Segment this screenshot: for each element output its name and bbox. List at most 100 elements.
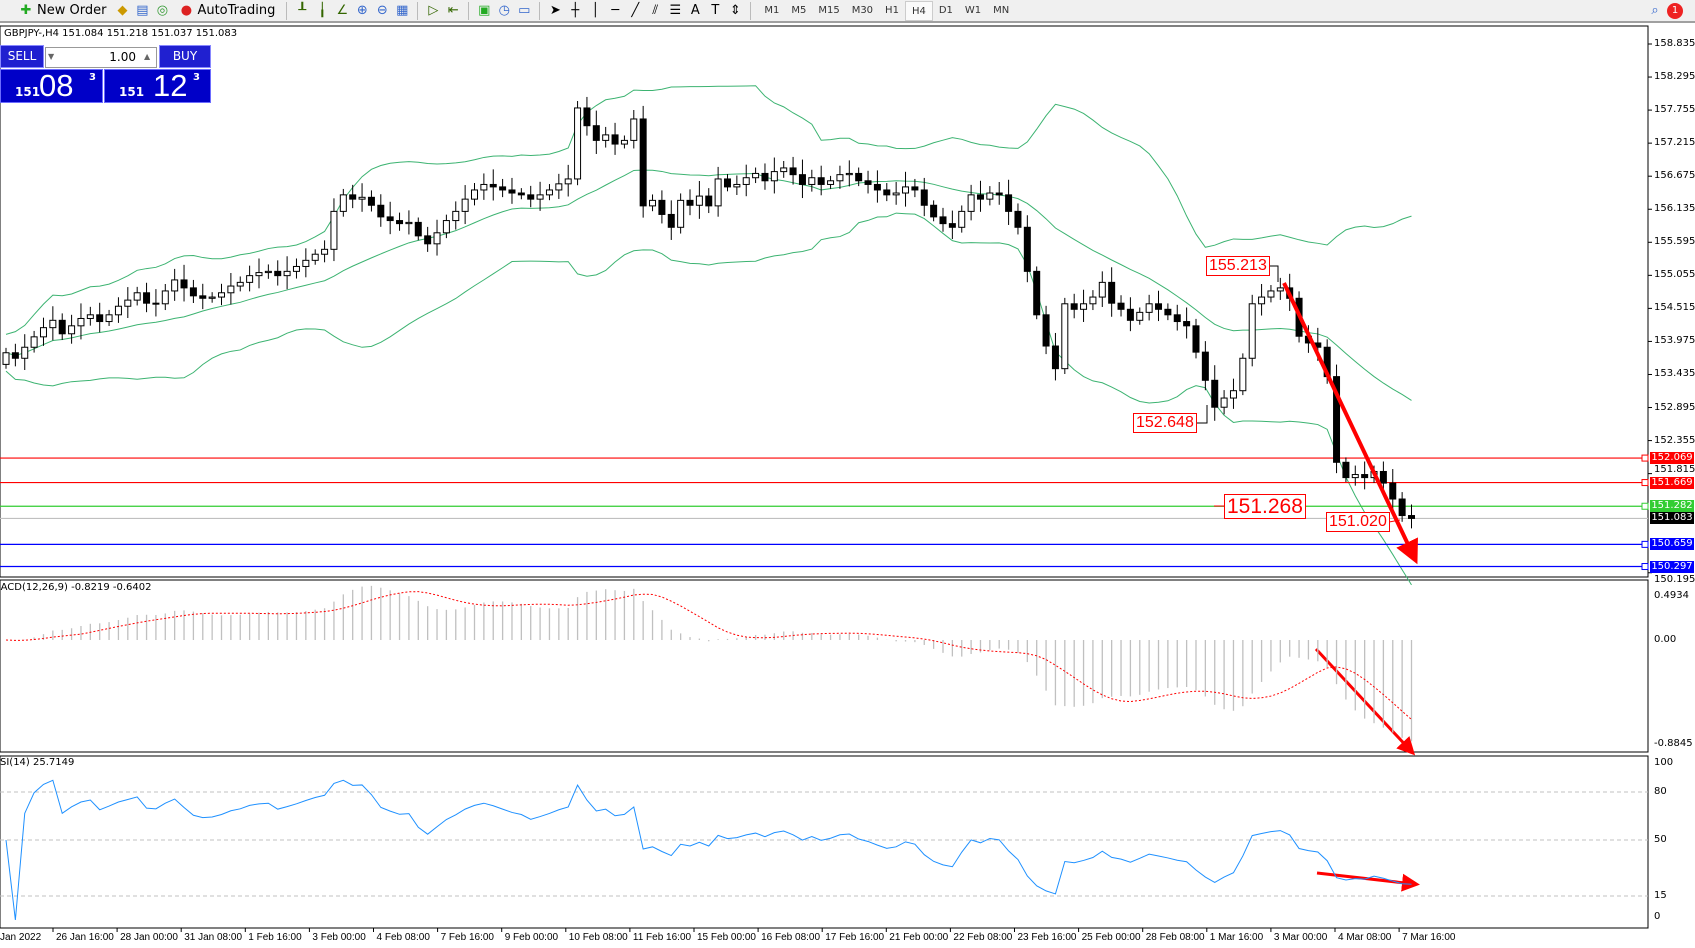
timeframe-d1[interactable]: D1: [938, 4, 953, 16]
bollinger-upper-band: [5, 85, 1412, 335]
bear-candle: [1333, 376, 1341, 463]
bear-candle: [1211, 379, 1219, 408]
bar-chart-icon[interactable]: ┸: [298, 2, 307, 18]
equidistant-channel-icon[interactable]: ⫽: [652, 2, 659, 18]
templates-icon[interactable]: ▭: [518, 2, 531, 18]
notifications-icon[interactable]: 1: [1667, 2, 1683, 19]
timeframe-m5[interactable]: M5: [791, 4, 807, 16]
chart-shift-icon[interactable]: ▷: [428, 2, 439, 18]
bull-candle: [630, 118, 638, 141]
horizontal-line-icon[interactable]: ─: [611, 2, 620, 18]
annotation-current-low[interactable]: 151.020: [1326, 512, 1390, 532]
buy-price[interactable]: 151 12 3: [104, 68, 211, 103]
bear-candle: [424, 235, 432, 245]
candlestick-icon[interactable]: ╽: [318, 2, 327, 18]
text-label-icon[interactable]: T: [711, 2, 720, 18]
y-tick-label: 153.975: [1654, 335, 1695, 347]
sell-button[interactable]: SELL: [0, 45, 44, 68]
bull-candle: [714, 178, 722, 207]
text-icon[interactable]: A: [690, 2, 700, 18]
bull-candle: [1089, 296, 1097, 305]
bull-candle: [405, 221, 413, 225]
separator: [539, 1, 541, 20]
x-tick-label: 25 Feb 00:00: [1081, 932, 1141, 943]
timeframe-mn[interactable]: MN: [993, 4, 1010, 16]
price-level-tag: 151.083: [1650, 512, 1694, 525]
x-tick-label: 11 Feb 16:00: [632, 932, 692, 943]
bear-candle: [143, 292, 151, 304]
zoom-in-icon[interactable]: ⊕: [356, 2, 368, 18]
bull-candle: [302, 259, 310, 267]
bear-candle: [489, 183, 497, 188]
y-tick-label: 153.435: [1654, 368, 1695, 380]
bull-candle: [171, 279, 179, 292]
arrows-icon[interactable]: ⇕: [729, 2, 741, 18]
bear-candle: [611, 134, 619, 145]
vertical-line-icon[interactable]: │: [591, 2, 600, 18]
bear-candle: [1408, 515, 1415, 519]
navigator-icon[interactable]: ◆: [117, 2, 128, 18]
bear-candle: [939, 216, 947, 225]
y-tick-label: 154.515: [1654, 302, 1695, 314]
y-tick-label: 151.815: [1654, 464, 1695, 475]
bull-candle: [311, 253, 319, 261]
indicators-icon[interactable]: ▣: [478, 2, 491, 18]
annotation-high[interactable]: 155.213: [1206, 256, 1270, 276]
bear-candle: [1155, 303, 1163, 310]
lot-size-input[interactable]: 1.00: [109, 50, 136, 64]
timeframe-w1[interactable]: W1: [964, 4, 982, 16]
lot-decrease-icon[interactable]: ▼: [48, 52, 55, 61]
bear-candle: [761, 172, 769, 182]
timeframe-m1[interactable]: M1: [764, 4, 780, 16]
tile-windows-icon[interactable]: ▦: [396, 2, 409, 18]
annotation-level[interactable]: 151.268: [1224, 494, 1306, 519]
line-chart-icon[interactable]: ∠: [336, 2, 349, 18]
macd-label: MACD(12,26,9) -0.8219 -0.6402: [0, 582, 152, 593]
bear-candle: [705, 195, 713, 207]
timeframe-h1[interactable]: H1: [885, 4, 899, 16]
bear-candle: [1361, 474, 1369, 479]
timeframe-m30[interactable]: M30: [851, 4, 874, 16]
autoscroll-icon[interactable]: ⇤: [447, 2, 459, 18]
lot-size-field[interactable]: [45, 47, 157, 68]
x-tick-label: 3 Mar 00:00: [1273, 932, 1328, 943]
chart-canvas[interactable]: [0, 25, 1695, 948]
x-tick-label: 1 Mar 16:00: [1209, 932, 1264, 943]
bear-candle: [189, 287, 197, 297]
autotrading-button[interactable]: ● AutoTrading: [174, 1, 279, 21]
bear-candle: [1005, 194, 1013, 212]
bull-candle: [433, 232, 441, 245]
timeframe-h4[interactable]: H4: [904, 0, 933, 21]
buy-button[interactable]: BUY: [159, 45, 211, 68]
lot-increase-icon[interactable]: ▲: [144, 52, 151, 61]
timeframe-m15[interactable]: M15: [818, 4, 840, 16]
fibonacci-icon[interactable]: ☰: [669, 2, 682, 18]
periods-clock-icon[interactable]: ◷: [498, 2, 510, 18]
rsi-tick-label: 0: [1654, 911, 1661, 922]
x-tick-label: 21 Feb 00:00: [889, 932, 949, 943]
bear-candle: [58, 319, 66, 335]
bull-candle: [480, 183, 488, 191]
zoom-out-icon[interactable]: ⊖: [376, 2, 388, 18]
sell-price[interactable]: 151 08 3: [0, 68, 103, 103]
price-level-handle: [1641, 563, 1649, 571]
bear-candle: [1192, 325, 1200, 353]
terminal-icon[interactable]: ▤: [136, 2, 149, 18]
bull-candle: [564, 178, 572, 185]
annotation-low[interactable]: 152.648: [1133, 413, 1197, 433]
new-order-button[interactable]: ✚ New Order: [14, 1, 110, 21]
macd-tick-label: 0.00: [1654, 634, 1677, 645]
signals-icon[interactable]: ◎: [156, 2, 169, 18]
y-tick-label: 157.755: [1654, 104, 1695, 116]
cursor-icon[interactable]: ➤: [549, 2, 561, 18]
bear-candle: [1183, 321, 1191, 327]
bull-candle: [246, 275, 254, 283]
bear-candle: [948, 223, 956, 228]
bear-candle: [911, 186, 919, 191]
trendline-icon[interactable]: ╱: [631, 2, 640, 18]
bull-candle: [677, 199, 685, 228]
bull-candle: [902, 186, 910, 194]
crosshair-icon[interactable]: ┼: [571, 2, 580, 18]
macd-signal-line: [5, 591, 1412, 720]
search-icon[interactable]: ⌕: [1651, 2, 1659, 18]
